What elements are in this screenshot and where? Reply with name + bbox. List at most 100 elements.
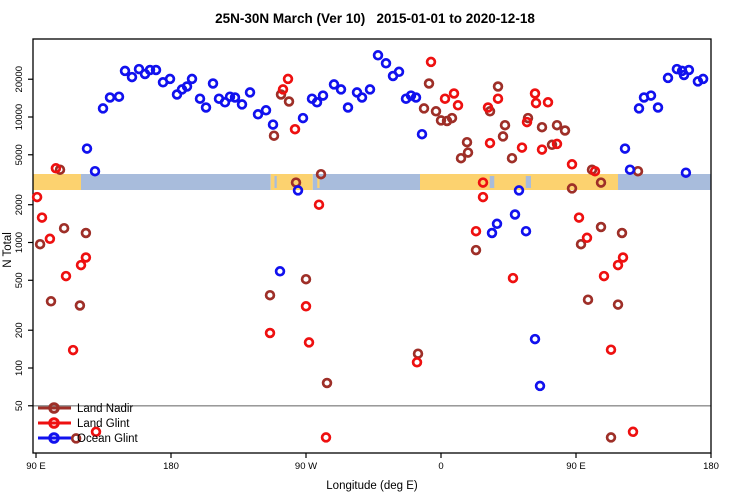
data-point-land-glint xyxy=(282,73,294,85)
data-point-ocean-glint xyxy=(486,227,498,239)
data-point-ocean-glint xyxy=(133,63,145,75)
data-point-land-glint xyxy=(477,191,489,203)
data-point-land-nadir xyxy=(499,119,511,131)
data-point-ocean-glint xyxy=(89,165,101,177)
y-tick-label: 100 xyxy=(14,360,25,376)
data-point-land-glint xyxy=(530,97,542,109)
data-point-land-nadir xyxy=(446,112,458,124)
data-point-land-glint xyxy=(277,84,289,95)
data-point-land-glint xyxy=(50,163,62,174)
legend-marker xyxy=(48,417,60,429)
data-point-ocean-glint xyxy=(186,73,198,85)
data-point-ocean-glint xyxy=(113,91,125,102)
data-point-ocean-glint xyxy=(342,102,354,113)
data-point-land-nadir xyxy=(595,177,607,188)
data-point-land-glint xyxy=(542,97,554,108)
data-point-ocean-glint xyxy=(645,90,657,101)
data-point-ocean-glint xyxy=(380,58,392,69)
data-point-land-glint xyxy=(516,142,528,153)
legend-marker xyxy=(48,432,60,444)
data-point-ocean-glint xyxy=(662,72,674,84)
y-tick-label: 50 xyxy=(14,400,25,411)
data-point-land-glint xyxy=(551,138,563,150)
data-point-land-nadir xyxy=(595,221,607,233)
data-point-ocean-glint xyxy=(697,73,709,85)
y-tick-label: 20000 xyxy=(14,66,25,92)
data-point-ocean-glint xyxy=(410,92,422,103)
data-point-ocean-glint xyxy=(529,333,541,345)
y-tick-label: 5000 xyxy=(14,144,25,165)
data-point-land-glint xyxy=(566,159,578,170)
data-point-land-nadir xyxy=(612,299,624,310)
data-point-land-nadir xyxy=(575,238,587,250)
data-point-land-glint xyxy=(598,270,610,282)
data-point-land-glint xyxy=(507,272,519,284)
data-point-ocean-glint xyxy=(297,112,309,124)
data-point-ocean-glint xyxy=(520,225,532,237)
data-point-land-glint xyxy=(320,432,332,443)
data-point-ocean-glint xyxy=(683,64,695,76)
data-point-land-nadir xyxy=(58,222,70,234)
data-point-ocean-glint xyxy=(619,143,631,154)
band-sliver-ocean xyxy=(525,176,531,188)
data-point-ocean-glint xyxy=(126,71,138,83)
chart-title: 25N-30N March (Ver 10) 2015-01-01 to 202… xyxy=(215,11,535,26)
data-point-land-nadir xyxy=(80,227,92,239)
x-tick-label: 90 W xyxy=(295,461,317,472)
data-point-ocean-glint xyxy=(633,103,645,114)
data-point-land-glint xyxy=(529,88,541,99)
data-point-ocean-glint xyxy=(119,65,131,77)
data-point-land-nadir xyxy=(264,289,276,301)
data-point-land-nadir xyxy=(461,136,473,148)
data-point-land-nadir xyxy=(546,139,558,151)
data-points-layer xyxy=(31,50,709,444)
x-tick-label: 180 xyxy=(163,461,179,472)
data-point-ocean-glint xyxy=(513,185,525,196)
data-point-land-glint xyxy=(289,123,301,135)
band-sliver-ocean xyxy=(274,176,277,188)
y-tick-label: 2000 xyxy=(14,194,25,215)
data-point-land-nadir xyxy=(34,238,46,250)
y-tick-label: 1000 xyxy=(14,232,25,253)
y-axis-label: N Total xyxy=(2,232,14,268)
x-axis-label: Longitude (deg E) xyxy=(326,480,418,492)
data-point-land-nadir xyxy=(283,96,295,107)
x-tick-label: 90 E xyxy=(566,461,586,472)
data-point-land-nadir xyxy=(492,81,504,92)
data-point-land-glint xyxy=(90,426,102,438)
data-point-land-glint xyxy=(313,199,325,210)
data-point-land-glint xyxy=(452,100,464,111)
data-point-ocean-glint xyxy=(97,103,109,114)
y-tick-label: 10000 xyxy=(14,104,25,130)
data-point-land-glint xyxy=(36,212,48,223)
data-point-ocean-glint xyxy=(393,66,405,78)
data-point-land-glint xyxy=(612,259,624,271)
data-point-land-glint xyxy=(411,357,423,368)
data-point-ocean-glint xyxy=(150,64,162,76)
data-point-land-glint xyxy=(80,252,92,263)
data-point-ocean-glint xyxy=(219,97,231,108)
data-point-ocean-glint xyxy=(491,218,503,230)
y-tick-label: 500 xyxy=(14,272,25,288)
data-point-land-nadir xyxy=(70,433,82,444)
data-point-land-nadir xyxy=(559,125,571,136)
legend-marker xyxy=(48,402,60,414)
data-point-land-glint xyxy=(31,191,43,203)
data-point-land-glint xyxy=(264,327,276,339)
data-point-land-nadir xyxy=(582,294,594,305)
data-point-ocean-glint xyxy=(311,97,323,108)
data-point-ocean-glint xyxy=(181,81,193,92)
plot-box xyxy=(32,38,712,454)
data-point-land-nadir xyxy=(435,115,447,126)
data-point-land-nadir xyxy=(566,183,578,194)
data-point-land-nadir xyxy=(616,227,628,239)
band-sliver-ocean xyxy=(489,176,495,188)
data-point-ocean-glint xyxy=(274,266,286,277)
data-point-ocean-glint xyxy=(680,167,692,178)
data-point-land-nadir xyxy=(45,296,57,307)
data-point-ocean-glint xyxy=(81,143,93,154)
data-point-ocean-glint xyxy=(416,128,428,140)
data-point-land-nadir xyxy=(430,106,442,117)
legend-label: Land Glint xyxy=(77,418,130,430)
